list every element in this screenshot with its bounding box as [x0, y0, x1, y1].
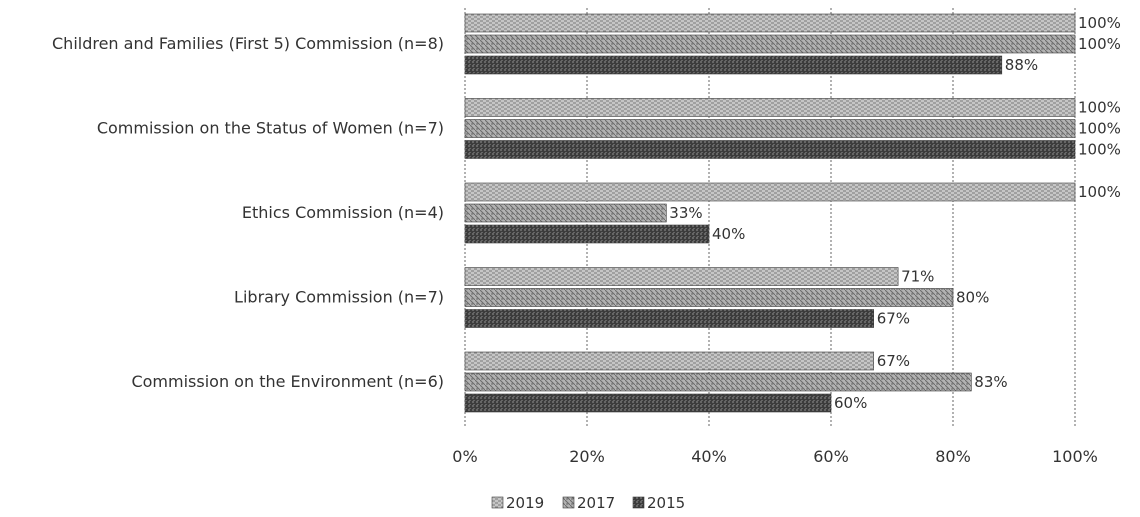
legend-swatch-2017: [562, 496, 575, 509]
bar-2019: [464, 13, 1076, 33]
bar-2015: [464, 309, 875, 328]
legend-label: 2015: [647, 494, 685, 512]
category-label: Commission on the Status of Women (n=7): [97, 119, 444, 138]
bar-2017: [464, 119, 1076, 138]
bar-2019: [464, 182, 1076, 202]
bar-2015: [464, 393, 832, 413]
bar-2017: [464, 203, 667, 223]
bar-2015: [464, 224, 710, 244]
category-label: Commission on the Environment (n=6): [131, 372, 444, 391]
bar-2015: [464, 140, 1076, 159]
data-label: 100%: [1078, 120, 1121, 138]
x-tick-label: 40%: [691, 447, 727, 466]
legend-swatch-2015: [632, 496, 645, 509]
data-label: 100%: [1078, 35, 1121, 53]
bar-2017: [464, 288, 954, 307]
bar-2017: [464, 34, 1076, 54]
category-labels: Children and Families (First 5) Commissi…: [52, 34, 444, 391]
x-tick-label: 0%: [452, 447, 477, 466]
data-label: 100%: [1078, 14, 1121, 32]
x-tick-label: 80%: [935, 447, 971, 466]
category-label: Ethics Commission (n=4): [242, 203, 444, 222]
x-tick-label: 20%: [569, 447, 605, 466]
data-label: 67%: [877, 352, 910, 370]
data-label: 100%: [1078, 183, 1121, 201]
bar-2019: [464, 351, 875, 371]
data-label: 33%: [669, 204, 702, 222]
bar-2015: [464, 55, 1003, 75]
bar-2019: [464, 98, 1076, 117]
category-label: Library Commission (n=7): [234, 288, 444, 307]
legend-swatch-2019: [491, 496, 504, 509]
data-label: 80%: [956, 289, 989, 307]
x-tick-label: 60%: [813, 447, 849, 466]
legend-label: 2017: [577, 494, 615, 512]
category-label: Children and Families (First 5) Commissi…: [52, 34, 444, 53]
data-label: 88%: [1005, 56, 1038, 74]
x-tick-label: 100%: [1052, 447, 1098, 466]
bar-2019: [464, 267, 899, 286]
bars: 100% 100% 88% 100% 100% 100% 100% 33% 40% 71% 80% 6…: [464, 13, 1121, 413]
data-label: 67%: [877, 310, 910, 328]
data-label: 100%: [1078, 99, 1121, 117]
data-label: 71%: [901, 268, 934, 286]
data-label: 100%: [1078, 141, 1121, 159]
data-label: 40%: [712, 225, 745, 243]
bar-2017: [464, 372, 972, 392]
data-label: 83%: [974, 373, 1007, 391]
x-axis-tick-labels: 0% 20% 40% 60% 80% 100%: [452, 447, 1098, 466]
legend: 2019 2017 2015: [491, 494, 685, 512]
data-label: 60%: [834, 394, 867, 412]
legend-label: 2019: [506, 494, 544, 512]
